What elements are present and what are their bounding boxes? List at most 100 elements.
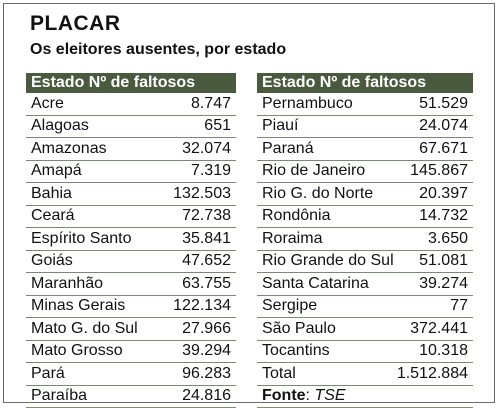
absent-count: 77 [450, 297, 468, 315]
row-cell: Paraná 67.671 [257, 138, 473, 161]
table-row: Minas Gerais 122.134 [26, 296, 236, 318]
table-row: Tocantins 10.318 [257, 341, 473, 363]
state-name: Acre [31, 94, 64, 112]
row-cell: Bahia 132.503 [26, 183, 236, 206]
state-name: Espírito Santo [31, 229, 132, 247]
right-table: Estado Nº de faltosos Pernambuco 51.529 Pi… [257, 73, 473, 408]
absent-count: 51.081 [419, 252, 468, 270]
table-row: Alagoas 651 [26, 116, 236, 138]
absent-count: 39.294 [182, 342, 231, 360]
row-cell: Ceará 72.738 [26, 206, 236, 228]
state-name: Santa Catarina [262, 274, 369, 292]
row-cell: Minas Gerais 122.134 [26, 296, 236, 318]
absent-count: 20.397 [419, 184, 468, 202]
row-cell: Maranhão 63.755 [26, 273, 236, 296]
table-row: Mato G. do Sul 27.966 [26, 318, 236, 341]
table-row: Total 1.512.884 [257, 363, 473, 386]
state-name: Rio G. do Norte [262, 184, 374, 202]
absent-count: 8.747 [190, 94, 231, 112]
row-cell: Tocantins 10.318 [257, 341, 473, 363]
left-table-body: Acre 8.747 Alagoas 651 Amazonas 32.074 Amapá 7.… [26, 93, 236, 408]
state-name: Minas Gerais [31, 297, 126, 315]
state-name: São Paulo [262, 319, 336, 337]
row-cell: Roraima 3.650 [257, 228, 473, 251]
row-cell: Rio Grande do Sul 51.081 [257, 251, 473, 273]
total-value: 1.512.884 [396, 364, 468, 382]
absent-count: 14.732 [419, 207, 468, 225]
absent-count: 24.074 [419, 117, 468, 135]
header-state-label: Estado [262, 74, 316, 91]
absent-count: 3.650 [427, 229, 468, 247]
row-cell: Alagoas 651 [26, 116, 236, 138]
absent-count: 24.816 [182, 387, 231, 405]
table-row: Paraná 67.671 [257, 138, 473, 161]
row-cell: Goiás 47.652 [26, 251, 236, 273]
table-row: Espírito Santo 35.841 [26, 228, 236, 251]
table-row: Goiás 47.652 [26, 251, 236, 273]
table-row: Amapá 7.319 [26, 161, 236, 183]
row-cell: Rondônia 14.732 [257, 206, 473, 228]
state-name: Goiás [31, 252, 73, 270]
page-subtitle: Os eleitores ausentes, por estado [30, 41, 287, 58]
table-row: Acre 8.747 [26, 93, 236, 116]
row-cell: Paraíba 24.816 [26, 386, 236, 408]
state-name: Alagoas [31, 117, 89, 135]
table-row: Rondônia 14.732 [257, 206, 473, 228]
absent-count: 132.503 [173, 184, 231, 202]
table-row: Ceará 72.738 [26, 206, 236, 228]
state-name: Mato G. do Sul [31, 319, 138, 337]
table-row: Piauí 24.074 [257, 116, 473, 138]
state-name: Amapá [31, 162, 82, 180]
row-cell: São Paulo 372.441 [257, 318, 473, 341]
state-name: Amazonas [31, 139, 107, 157]
state-name: Bahia [31, 184, 72, 202]
absent-count: 96.283 [182, 364, 231, 382]
state-name: Tocantins [262, 342, 330, 360]
header-state: Estado Nº de faltosos [26, 73, 236, 93]
absent-count: 35.841 [182, 229, 231, 247]
row-cell: Santa Catarina 39.274 [257, 273, 473, 296]
absent-count: 72.738 [182, 207, 231, 225]
row-cell: Amazonas 32.074 [26, 138, 236, 161]
absent-count: 7.319 [190, 162, 231, 180]
row-cell: Sergipe 77 [257, 296, 473, 318]
table-row: Amazonas 32.074 [26, 138, 236, 161]
left-table-header: Estado Nº de faltosos [26, 73, 236, 93]
table-row: Pernambuco 51.529 [257, 93, 473, 116]
source-label: Fonte [262, 387, 306, 405]
state-name: Paraná [262, 139, 314, 157]
state-name: Sergipe [262, 297, 318, 315]
source-row: Fonte: TSE [257, 385, 473, 408]
table-row: Santa Catarina 39.274 [257, 273, 473, 296]
absent-count: 27.966 [182, 319, 231, 337]
source-cell: Fonte: TSE [257, 385, 473, 408]
state-name: Paraíba [31, 387, 88, 405]
state-name: Piauí [262, 117, 299, 135]
absent-count: 10.318 [419, 342, 468, 360]
state-name: Maranhão [31, 274, 104, 292]
row-cell: Pará 96.283 [26, 363, 236, 386]
row-cell: Total 1.512.884 [257, 363, 473, 386]
row-cell: Mato Grosso 39.294 [26, 341, 236, 363]
table-row: Bahia 132.503 [26, 183, 236, 206]
state-name: Mato Grosso [31, 342, 123, 360]
row-cell: Mato G. do Sul 27.966 [26, 318, 236, 341]
page-title: PLACAR [30, 12, 121, 35]
right-table-header: Estado Nº de faltosos [257, 73, 473, 93]
source-value: TSE [314, 387, 346, 405]
absent-count: 39.274 [419, 274, 468, 292]
absent-count: 651 [204, 117, 231, 135]
absent-count: 63.755 [182, 274, 231, 292]
state-name: Rio Grande do Sul [262, 252, 394, 270]
header-state-label: Estado [31, 74, 85, 91]
absent-count: 372.441 [410, 319, 468, 337]
table-row: Rio Grande do Sul 51.081 [257, 251, 473, 273]
row-cell: Acre 8.747 [26, 93, 236, 116]
source-separator: : [305, 387, 315, 405]
header-absent-label: Nº de faltosos [319, 74, 427, 91]
table-row: Paraíba 24.816 [26, 386, 236, 408]
absent-count: 47.652 [182, 252, 231, 270]
table-row: Mato Grosso 39.294 [26, 341, 236, 363]
row-cell: Piauí 24.074 [257, 116, 473, 138]
left-table: Estado Nº de faltosos Acre 8.747 Alagoas 65… [26, 73, 236, 408]
